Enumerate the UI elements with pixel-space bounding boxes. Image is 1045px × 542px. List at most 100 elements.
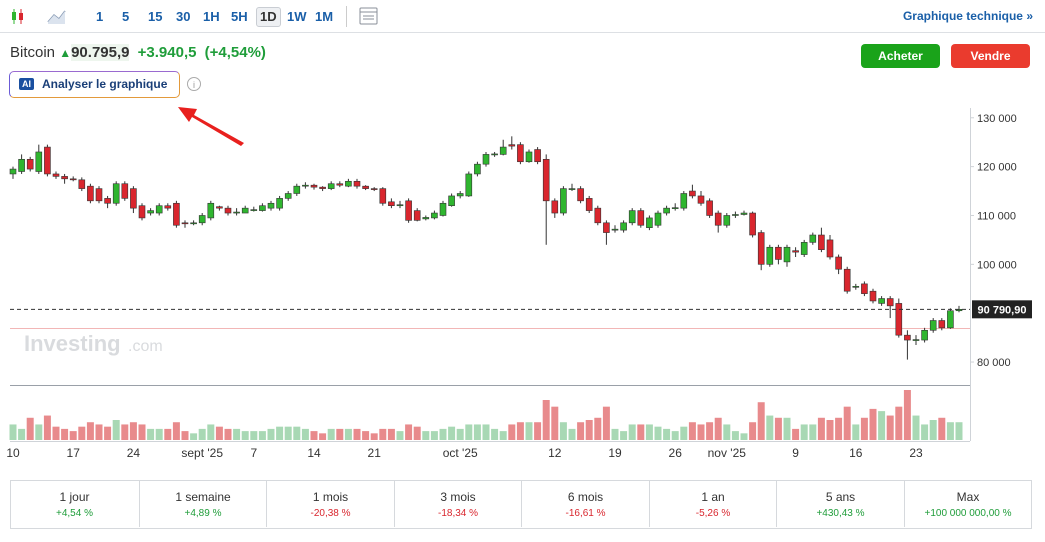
info-icon-glyph: i [193,80,195,90]
volume-bar [181,431,189,440]
interval-button[interactable]: 1W [287,9,307,24]
pointer-arrow [178,107,244,146]
candle-body [353,180,361,187]
period-change: +100 000 000,00 % [924,508,1012,519]
candle-body [87,185,94,202]
interval-button[interactable]: 15 [148,9,163,24]
period-change: -20,38 % [310,508,351,519]
performance-cell[interactable]: 1 an -5,26 % [648,481,777,527]
performance-cell[interactable]: 5 ans +430,43 % [776,481,904,527]
volume-bar [886,415,894,440]
analyze-label: Analyser le graphique [42,77,168,91]
period-change: +430,43 % [816,508,865,519]
sell-button[interactable]: Vendre [951,44,1030,68]
candle-body [775,246,782,260]
interval-button[interactable]: 1M [315,9,334,24]
candle-body [912,339,920,341]
volume-bar [809,424,817,440]
volume-bar [929,420,937,440]
x-tick-label: oct '25 [443,446,478,460]
volume-bar [448,426,456,440]
candle-body [284,193,292,199]
performance-cell[interactable]: Max +100 000 000,00 % [903,481,1032,527]
period-label: 1 jour [59,490,90,504]
volume-bar [52,426,60,440]
volume-bar [800,424,808,440]
volume-bar [912,415,920,440]
volume-bar [938,417,946,440]
y-tick-label: 80 000 [977,357,1011,369]
volume-bar [817,417,825,440]
volume-bar [69,431,77,440]
candle-body [835,256,842,270]
x-tick-label: 19 [608,446,622,460]
technical-link-text: Graphique technique [902,9,1023,23]
performance-cell[interactable]: 6 mois -16,61 % [521,481,649,527]
volume-bar [43,415,51,440]
candle-body [878,298,885,304]
volume-bar [319,433,327,440]
candle-body [405,200,412,221]
volume-bar [405,424,413,440]
buy-button[interactable]: Acheter [861,44,940,68]
analyze-button[interactable]: AI Analyser le graphique [9,71,180,98]
info-icon[interactable] [187,77,201,91]
volume-bar [104,426,112,440]
table-icon[interactable] [359,7,378,25]
performance-cell[interactable]: 1 mois -20,38 % [266,481,394,527]
candle-body [52,173,60,177]
candle-body [35,151,43,172]
current-price-box [972,300,1032,319]
volume-bar [835,417,843,440]
technical-link[interactable]: Graphique technique » [902,9,1033,23]
x-tick-label: 14 [307,446,321,460]
candle-body [611,228,619,231]
period-change: -18,34 % [437,508,479,519]
volume-bar [843,406,851,440]
interval-button[interactable]: 1 [96,9,104,24]
period-label: 1 mois [312,490,349,504]
volume-bar [430,431,438,440]
volume-bar [353,428,361,440]
volume-bar [310,431,318,440]
volume-bar [336,428,344,440]
interval-button[interactable]: 1H [203,9,220,24]
candle-body [302,184,309,187]
x-tick-label: 24 [127,446,141,460]
performance-table [10,480,1032,529]
candle-body [620,222,627,231]
interval-button[interactable]: 30 [176,9,191,24]
interval-button[interactable]: 1D [256,7,281,27]
candle-body [26,158,34,170]
interval-button[interactable]: 5H [231,9,248,24]
interval-button[interactable]: 5 [122,9,130,24]
volume-bar [602,406,610,440]
performance-cell[interactable]: 1 jour +4,54 % [11,481,138,527]
volume-bar [491,428,499,440]
x-tick-label: sept '25 [181,446,223,460]
volume-bar [301,428,309,440]
performance-cell[interactable]: 3 mois -18,34 % [393,481,522,527]
candle-body [680,193,688,209]
candle-body [904,334,911,341]
chart-type-icons[interactable] [12,9,66,24]
volume-bar [645,424,653,440]
period-label: Max [956,490,980,504]
candle-body [207,202,215,219]
x-tick-label: 10 [6,446,20,460]
volume-bar [568,428,576,440]
volume-bar [946,422,954,440]
volume-bar [637,424,645,440]
volume-bar [258,431,266,440]
candle-body [921,329,928,341]
candle-body [379,188,387,204]
candle-body [818,234,825,250]
candle-body [216,206,223,209]
volume-bar [577,422,585,440]
volume-bar [723,424,731,440]
candle-body [809,234,817,243]
volume-bar [826,420,834,440]
volume-bar [78,426,86,440]
performance-cell[interactable]: 1 semaine +4,89 % [138,481,267,527]
candle-body [336,183,344,186]
